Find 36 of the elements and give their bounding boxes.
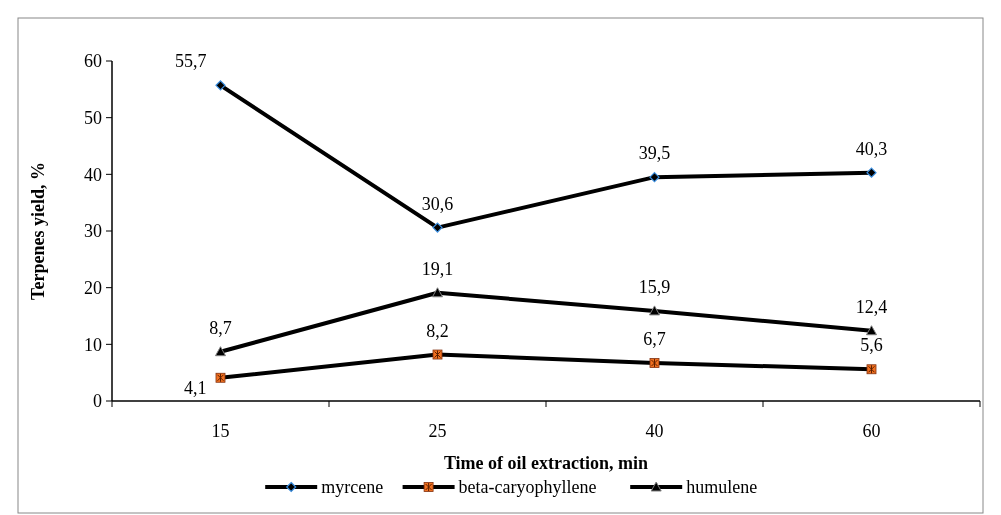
x-tick-label: 40 xyxy=(645,421,664,441)
data-label: 6,7 xyxy=(643,329,666,350)
legend-label: myrcene xyxy=(321,477,384,498)
y-axis-title: Terpenes yield, % xyxy=(28,162,48,300)
y-tick-label: 50 xyxy=(84,107,102,128)
data-label: 8,7 xyxy=(209,317,232,338)
legend-label: humulene xyxy=(686,477,758,498)
data-label: 5,6 xyxy=(860,335,883,356)
point xyxy=(432,222,443,233)
data-label: 19,1 xyxy=(421,258,454,279)
y-tick-label: 40 xyxy=(84,164,102,185)
data-label: 8,2 xyxy=(426,320,449,341)
x-tick-label: 15 xyxy=(211,421,230,441)
data-label: 55,7 xyxy=(175,51,207,72)
point xyxy=(649,305,660,316)
x-tick-label: 25 xyxy=(428,421,447,441)
point xyxy=(649,172,660,183)
y-tick-label: 0 xyxy=(93,391,102,412)
y-tick-label: 60 xyxy=(84,51,102,72)
point xyxy=(432,287,443,298)
point xyxy=(215,346,226,357)
data-label: 12,4 xyxy=(855,296,888,317)
x-tick-label: 60 xyxy=(862,421,881,441)
x-axis-title: Time of oil extraction, min xyxy=(443,453,649,473)
data-label: 40,3 xyxy=(855,138,888,159)
data-label: 39,5 xyxy=(638,143,671,164)
data-label: 15,9 xyxy=(638,276,671,297)
y-tick-label: 10 xyxy=(84,334,102,355)
y-tick-label: 20 xyxy=(84,277,102,298)
data-label: 4,1 xyxy=(184,378,207,399)
point xyxy=(215,80,226,91)
data-label: 30,6 xyxy=(421,193,454,214)
point xyxy=(866,167,877,178)
legend-label: beta-caryophyllene xyxy=(458,477,597,498)
y-tick-label: 30 xyxy=(84,221,102,242)
point xyxy=(866,325,877,336)
